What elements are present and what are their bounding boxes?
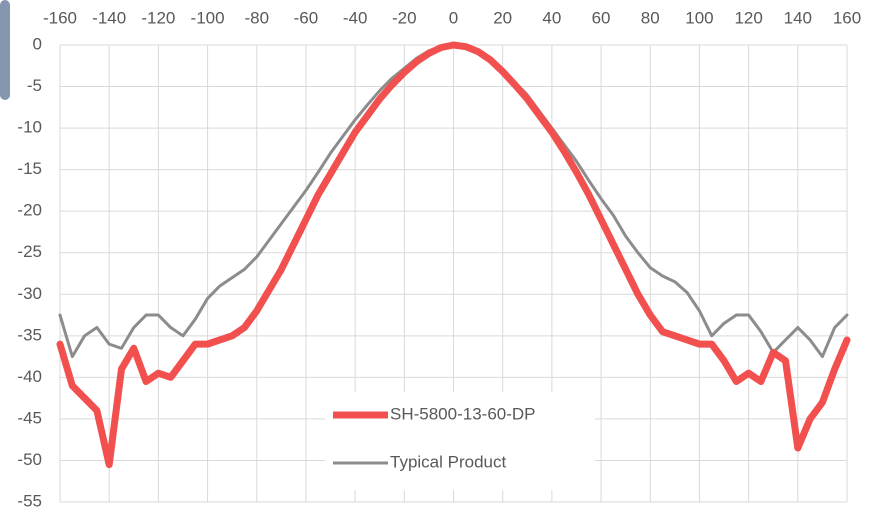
y-tick-label: -25 [17,242,42,261]
y-tick-label: -40 [17,367,42,386]
lines [56,41,851,469]
x-tick-label: 0 [449,8,458,27]
labels: -160 -140 -120 -100 -80 -60 -40 -20 0 20 40 60 80 100… [17,8,861,510]
y-tick-label: -20 [17,201,42,220]
legend-label: Typical Product [390,452,506,471]
x-tick-label: 80 [641,8,660,27]
x-tick-label: 60 [592,8,611,27]
y-tick-label: -35 [17,325,42,344]
y-tick-label: -50 [17,450,42,469]
x-tick-label: -40 [343,8,368,27]
x-tick-label: -20 [392,8,417,27]
x-tick-label: -80 [244,8,269,27]
x-tick-label: 40 [542,8,561,27]
y-tick-label: -15 [17,159,42,178]
legend-box [325,392,595,490]
legend: SH-5800-13-60-DP Typical Product [325,392,595,490]
y-tick-label: -10 [17,118,42,137]
x-tick-label: -140 [92,8,126,27]
x-tick-label: 160 [833,8,861,27]
legend-label: SH-5800-13-60-DP [390,404,536,423]
x-tick-label: -160 [43,8,77,27]
series-line [56,41,851,469]
x-tick-label: 20 [493,8,512,27]
x-tick-label: 140 [784,8,812,27]
x-tick-label: -120 [141,8,175,27]
decoration [0,0,10,100]
x-tick-label: -60 [294,8,319,27]
y-tick-label: -55 [17,491,42,510]
y-tick-label: 0 [33,34,42,53]
x-tick-label: 100 [685,8,713,27]
y-tick-label: -30 [17,284,42,303]
y-tick-label: -45 [17,408,42,427]
y-tick-label: -5 [27,76,42,95]
x-tick-label: 120 [734,8,762,27]
x-tick-label: -100 [191,8,225,27]
